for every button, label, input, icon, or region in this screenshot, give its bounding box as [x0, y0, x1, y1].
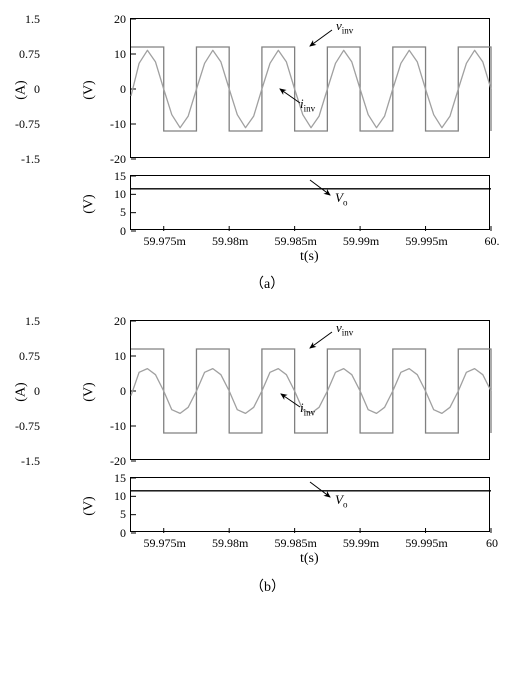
tick-Vo-a-1: 10: [114, 187, 126, 202]
tick-Vo-a-0: 15: [114, 169, 126, 184]
tick-Vinv-a-2: 0: [120, 82, 126, 97]
axis-label-Vinv-b: (V): [82, 382, 98, 401]
tick-A-b-3: -0.75: [15, 419, 40, 434]
iinv-sub: inv: [304, 104, 316, 114]
label-vo-a: Vo: [335, 190, 347, 208]
tick-Vo-b-0: 15: [114, 471, 126, 486]
label-vo-b: Vo: [335, 492, 347, 510]
tick-Vinv-b-1: 10: [114, 349, 126, 364]
x-tick-label: 60.: [466, 234, 518, 249]
caption-a: （a）: [250, 273, 284, 293]
x-axis-label-b: t(s): [300, 551, 319, 567]
tick-A-b-2: 0: [34, 384, 40, 399]
x-tick-label: 59.99m: [335, 536, 387, 551]
x-tick-label: 59.985m: [270, 234, 322, 249]
tick-Vinv-a-4: -20: [110, 152, 126, 167]
tick-Vinv-a-0: 20: [114, 12, 126, 27]
tick-A-b-4: -1.5: [21, 454, 40, 469]
tick-A-b-0: 1.5: [25, 314, 40, 329]
x-tick-label: 59.995m: [401, 234, 453, 249]
tick-Vinv-b-2: 0: [120, 384, 126, 399]
x-tick-label: 59.995m: [401, 536, 453, 551]
tick-Vo-a-2: 5: [120, 205, 126, 220]
vo-svg-a: [131, 176, 491, 231]
x-tick-label: 59.975m: [139, 536, 191, 551]
vo-svg-b: [131, 478, 491, 533]
tick-A-a-0: 1.5: [25, 12, 40, 27]
wave-svg-b: [131, 321, 491, 461]
label-iinv-a: iinv: [300, 96, 315, 114]
vo-text: V: [335, 190, 343, 205]
tick-Vo-b-2: 5: [120, 507, 126, 522]
x-axis-label-a: t(s): [300, 249, 319, 265]
vo-sub: o: [343, 198, 348, 208]
vo-plot-a: [130, 175, 490, 230]
tick-Vo-b-1: 10: [114, 489, 126, 504]
wave-plot-a: [130, 18, 490, 158]
axis-label-Vo-b: (V): [82, 496, 98, 515]
page: { "figure": { "width_px": 523, "height_p…: [0, 0, 523, 689]
x-tick-label: 59.975m: [139, 234, 191, 249]
tick-A-a-3: -0.75: [15, 117, 40, 132]
axis-label-Vo-a: (V): [82, 194, 98, 213]
label-vinv-b: vinv: [336, 320, 353, 338]
tick-A-a-1: 0.75: [19, 47, 40, 62]
axis-label-Vinv-a: (V): [82, 80, 98, 99]
label-iinv-b: iinv: [300, 400, 315, 418]
vinv-sub: inv: [342, 26, 354, 36]
tick-Vinv-a-3: -10: [110, 117, 126, 132]
wave-svg-a: [131, 19, 491, 159]
tick-A-a-4: -1.5: [21, 152, 40, 167]
wave-plot-b: [130, 320, 490, 460]
tick-A-b-1: 0.75: [19, 349, 40, 364]
axis-label-A-a: (A): [14, 80, 30, 99]
tick-Vinv-b-0: 20: [114, 314, 126, 329]
label-vinv-a: vinv: [336, 18, 353, 36]
tick-Vo-b-3: 0: [120, 526, 126, 541]
x-tick-label: 59.98m: [204, 536, 256, 551]
tick-Vo-a-3: 0: [120, 224, 126, 239]
tick-A-a-2: 0: [34, 82, 40, 97]
tick-Vinv-b-3: -10: [110, 419, 126, 434]
x-tick-label: 59.985m: [270, 536, 322, 551]
x-tick-label: 59.99m: [335, 234, 387, 249]
vo-plot-b: [130, 477, 490, 532]
tick-Vinv-a-1: 10: [114, 47, 126, 62]
caption-b: （b）: [250, 576, 285, 596]
tick-Vinv-b-4: -20: [110, 454, 126, 469]
x-tick-label: 60: [466, 536, 518, 551]
axis-label-A-b: (A): [14, 382, 30, 401]
x-tick-label: 59.98m: [204, 234, 256, 249]
